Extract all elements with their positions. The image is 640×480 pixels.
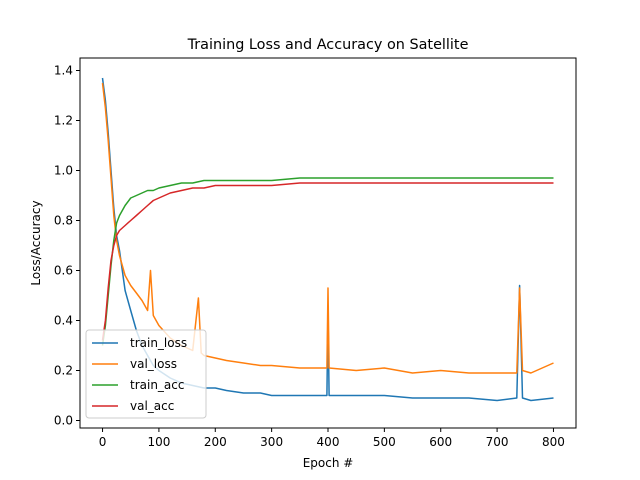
x-tick-label: 400 xyxy=(317,435,340,449)
x-axis-ticks: 0 100 200 300 400 500 600 700 800 xyxy=(99,428,565,449)
y-tick-label: 1.2 xyxy=(54,114,73,128)
x-tick-label: 600 xyxy=(429,435,452,449)
y-tick-label: 0.0 xyxy=(54,414,73,428)
x-tick-label: 300 xyxy=(260,435,283,449)
legend-label-train-loss: train_loss xyxy=(130,336,187,350)
legend-frame xyxy=(85,329,207,419)
series-line-val-acc xyxy=(101,182,554,341)
y-tick-label: 0.4 xyxy=(54,314,73,328)
x-tick-label: 200 xyxy=(204,435,227,449)
chart-title: Training Loss and Accuracy on Satellite xyxy=(187,37,469,53)
y-axis-ticks: 0.0 0.2 0.4 0.6 0.8 1.0 1.2 1.4 xyxy=(54,64,80,428)
legend: train_loss val_loss train_acc val_acc xyxy=(85,329,207,419)
x-tick-label: 800 xyxy=(542,435,565,449)
series-line-train-acc xyxy=(101,177,554,346)
series-group xyxy=(101,77,554,402)
x-axis-label: Epoch # xyxy=(303,456,354,470)
legend-label-val-acc: val_acc xyxy=(130,399,174,413)
y-axis-label: Loss/Accuracy xyxy=(29,200,43,285)
y-tick-label: 0.8 xyxy=(54,214,73,228)
y-tick-label: 0.6 xyxy=(54,264,73,278)
y-tick-label: 1.4 xyxy=(54,64,73,78)
y-tick-label: 1.0 xyxy=(54,164,73,178)
x-tick-label: 0 xyxy=(99,435,107,449)
x-tick-label: 700 xyxy=(486,435,509,449)
x-tick-label: 500 xyxy=(373,435,396,449)
x-tick-label: 100 xyxy=(147,435,170,449)
legend-label-train-acc: train_acc xyxy=(130,378,184,392)
y-tick-label: 0.2 xyxy=(54,364,73,378)
legend-label-val-loss: val_loss xyxy=(130,357,177,371)
